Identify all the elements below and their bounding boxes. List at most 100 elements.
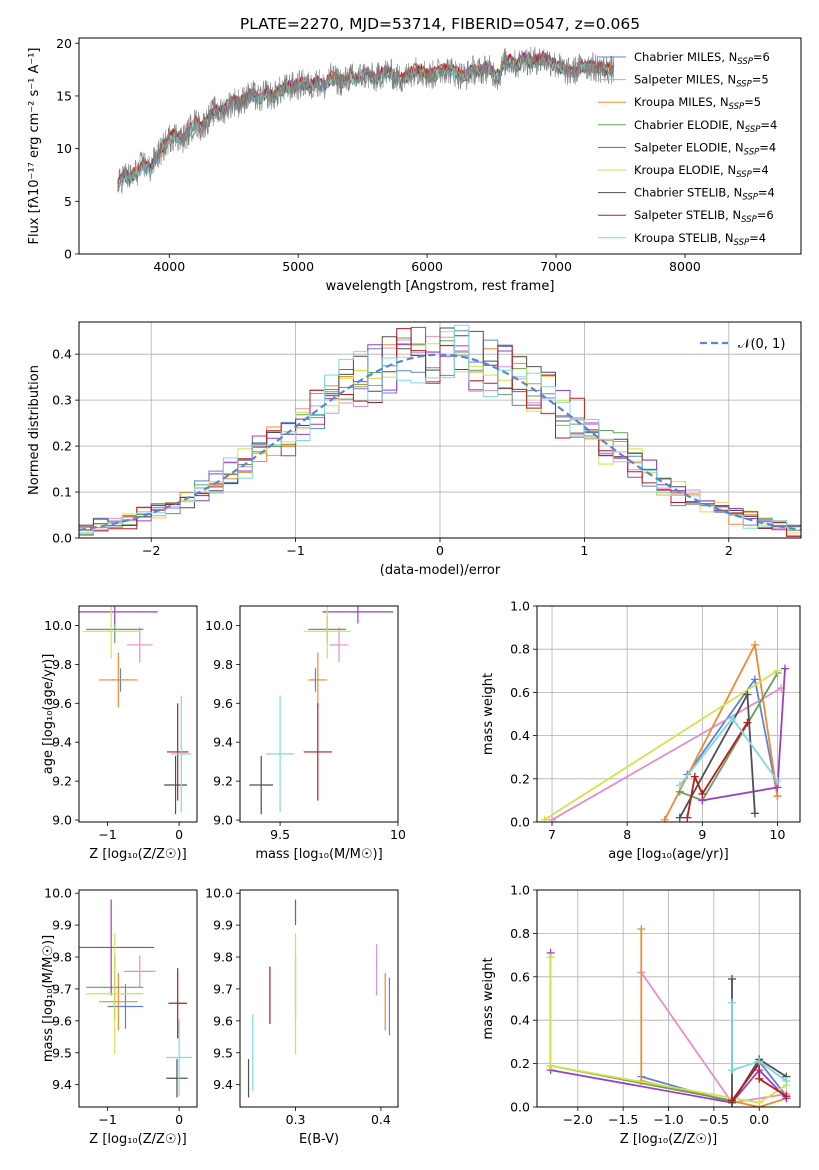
plus-marker (743, 718, 752, 727)
y-tick-label: 0.8 (510, 642, 530, 657)
chart-age_vs_mass: 9.5 10 9.0 9.2 9.4 9.6 9.8 10.0 mass [log₁₀(M/M☉… (205, 605, 406, 862)
error-cross (166, 703, 189, 801)
x-tick-label: 0.4 (371, 1112, 391, 1127)
y-tick-label: 9.4 (213, 735, 233, 750)
legend-label: Salpeter MILES, NSSP=5 (634, 73, 769, 90)
legend-label: Salpeter ELODIE, NSSP=4 (634, 140, 776, 157)
chart-weight_vs_age: 7 8 9 10 0.0 0.2 0.4 0.6 0.8 1.0 age [log₁₀(age/yr… (481, 599, 801, 862)
x-tick-label: 5000 (282, 259, 314, 274)
plus-marker (750, 675, 759, 684)
plus-marker (675, 813, 684, 822)
plus-marker (727, 974, 736, 983)
y-tick-label: 0.0 (510, 1100, 530, 1115)
weight-line (551, 687, 782, 821)
residual-histogram-step (79, 324, 801, 534)
y-tick-label: 9.6 (213, 1013, 233, 1028)
y-tick-label: 9.4 (52, 1077, 72, 1092)
chart-ebv: 0.3 0.4 9.4 9.5 9.6 9.7 9.8 9.9 10.0 E(B-V) (205, 886, 399, 1147)
error-cross (164, 755, 187, 815)
error-cross (86, 933, 144, 1055)
x-tick-label: −0.5 (699, 1112, 729, 1127)
x-tick-label: 0.3 (286, 1112, 306, 1127)
x-tick-label: 2 (725, 543, 733, 558)
plus-marker (773, 776, 782, 785)
plot-area (540, 640, 789, 822)
plot-area (249, 606, 394, 815)
plot-area (79, 899, 192, 1098)
y-tick-label: 10.0 (44, 618, 72, 633)
error-cross (82, 606, 140, 659)
plus-marker (750, 640, 759, 649)
error-cross (79, 899, 155, 996)
weight-line (549, 957, 787, 1104)
y-axis-label: Normed distribution (27, 365, 42, 495)
y-tick-label: 10.0 (44, 886, 72, 901)
model-spectrum-line (117, 56, 614, 191)
x-tick-label: 7000 (540, 259, 572, 274)
y-tick-label: 0.4 (510, 728, 530, 743)
y-tick-label: 0.4 (52, 347, 72, 362)
x-tick-label: 8000 (669, 259, 701, 274)
y-axis-label: mass weight (481, 673, 496, 755)
plot-area (79, 606, 192, 815)
y-tick-label: 0.3 (52, 393, 72, 408)
plus-marker (782, 1076, 791, 1085)
plot-area (247, 899, 391, 1098)
y-tick-label: 1.0 (510, 883, 530, 898)
legend: Chabrier MILES, NSSP=6 Salpeter MILES, NS… (598, 50, 777, 248)
plus-marker (548, 815, 557, 822)
y-tick-label: 0.8 (510, 926, 530, 941)
legend-label: Salpeter STELIB, NSSP=6 (634, 208, 774, 225)
y-tick-label: 5 (64, 194, 72, 209)
x-tick-label: −1.0 (653, 1112, 683, 1127)
error-cross (166, 1059, 188, 1098)
weight-line (550, 1063, 760, 1102)
x-axis-label: Z [log₁₀(Z/Z☉)] (89, 847, 186, 862)
y-tick-label: 9.7 (213, 981, 233, 996)
y-tick-label: 9.8 (52, 950, 72, 965)
x-tick-label: 0 (175, 827, 183, 842)
x-tick-label: 4000 (153, 259, 185, 274)
x-axis-label: wavelength [Angstrom, rest frame] (326, 279, 555, 294)
y-axis-label: Flux [fλ10⁻¹⁷ erg cm⁻² s⁻¹ A⁻¹] (27, 48, 42, 245)
weight-line (686, 722, 749, 818)
x-axis-label: E(B-V) (299, 1132, 339, 1147)
chart-mass_vs_Z: −1 0 9.4 9.5 9.6 9.7 9.8 9.9 10.0 Z [log₁₀(Z/Z☉)]… (41, 886, 198, 1147)
error-cross (99, 652, 138, 708)
y-tick-label: 0 (64, 247, 72, 262)
legend-label: Kroupa ELODIE, NSSP=4 (634, 163, 769, 180)
legend-label: Kroupa STELIB, NSSP=4 (634, 231, 766, 248)
error-cross (79, 606, 158, 624)
error-cross (168, 968, 187, 1039)
plus-marker (773, 792, 782, 801)
plus-marker (637, 925, 646, 934)
y-tick-label: 15 (56, 88, 72, 103)
axes-frame (78, 605, 198, 823)
x-axis-label: Z [log₁₀(Z/Z☉)] (89, 1132, 186, 1147)
plus-marker (780, 664, 789, 673)
weight-line (544, 670, 778, 821)
legend-label: Kroupa MILES, NSSP=5 (634, 95, 761, 112)
x-tick-label: 6000 (411, 259, 443, 274)
x-tick-label: −1.5 (608, 1112, 638, 1127)
chart-age_vs_Z: −1 0 9.0 9.2 9.4 9.6 9.8 10.0 Z [log₁₀(Z/Z☉)] age… (41, 605, 198, 862)
plus-marker (773, 666, 782, 675)
y-tick-label: 1.0 (510, 599, 530, 614)
x-axis-label: mass [log₁₀(M/M☉)] (255, 847, 382, 862)
legend-label: Chabrier MILES, NSSP=6 (634, 50, 770, 67)
plot-area (79, 324, 801, 537)
legend-label: 𝒩(0, 1) (738, 337, 785, 352)
x-tick-label: −2.0 (563, 1112, 593, 1127)
x-tick-label: 0 (436, 543, 444, 558)
legend-label: Chabrier ELODIE, NSSP=4 (634, 118, 777, 135)
chart-spectrum: 4000 5000 6000 7000 8000 0 5 10 15 20 wavelength [… (27, 36, 802, 294)
y-tick-label: 9.2 (213, 774, 233, 789)
y-tick-label: 9.5 (213, 1045, 233, 1060)
chart-residuals: −2 −1 0 1 2 0.0 0.1 0.2 0.3 0.4 (data-model)/error… (27, 321, 802, 578)
y-tick-label: 9.2 (52, 774, 72, 789)
plot-area (117, 46, 615, 194)
y-tick-label: 10.0 (205, 618, 233, 633)
y-tick-label: 9.5 (52, 1045, 72, 1060)
error-cross (329, 627, 349, 663)
